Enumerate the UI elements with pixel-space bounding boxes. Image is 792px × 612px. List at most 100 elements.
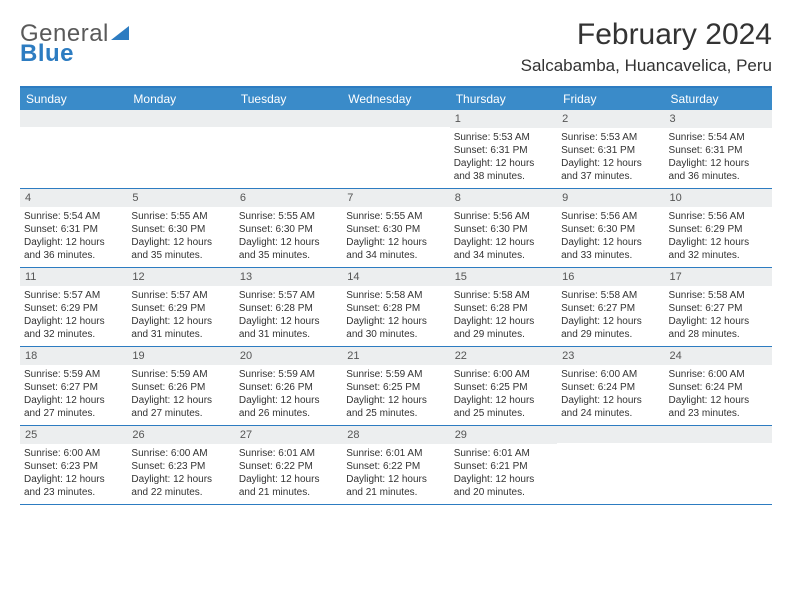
cell-body: Sunrise: 5:56 AMSunset: 6:30 PMDaylight:… [450,209,557,266]
sunset-line: Sunset: 6:31 PM [669,144,768,157]
calendar-week: 25Sunrise: 6:00 AMSunset: 6:23 PMDayligh… [20,426,772,505]
day-number: 13 [235,268,342,286]
calendar-cell [127,110,234,188]
calendar-cell: 8 Sunrise: 5:56 AMSunset: 6:30 PMDaylight… [450,189,557,267]
day-number: 25 [20,426,127,444]
daylight-line: Daylight: 12 hours and 20 minutes. [454,473,553,499]
sunrise-line: Sunrise: 5:53 AM [561,131,660,144]
cell-body: Sunrise: 5:59 AMSunset: 6:27 PMDaylight:… [20,367,127,424]
day-number: 22 [450,347,557,365]
sunset-line: Sunset: 6:26 PM [131,381,230,394]
sunrise-line: Sunrise: 5:59 AM [346,368,445,381]
calendar-cell: 22Sunrise: 6:00 AMSunset: 6:25 PMDayligh… [450,347,557,425]
calendar-cell: 24Sunrise: 6:00 AMSunset: 6:24 PMDayligh… [665,347,772,425]
day-number: 11 [20,268,127,286]
cell-body: Sunrise: 5:53 AMSunset: 6:31 PMDaylight:… [557,130,664,187]
calendar-cell: 28Sunrise: 6:01 AMSunset: 6:22 PMDayligh… [342,426,449,504]
daylight-line: Daylight: 12 hours and 35 minutes. [131,236,230,262]
day-number [235,110,342,127]
sunset-line: Sunset: 6:29 PM [669,223,768,236]
calendar-cell [557,426,664,504]
day-number: 12 [127,268,234,286]
sunset-line: Sunset: 6:24 PM [561,381,660,394]
sunrise-line: Sunrise: 5:54 AM [24,210,123,223]
day-number [342,110,449,127]
calendar-cell: 7Sunrise: 5:55 AMSunset: 6:30 PMDaylight… [342,189,449,267]
calendar-week: 4 Sunrise: 5:54 AMSunset: 6:31 PM Daylight… [20,189,772,268]
sunset-line: Sunset: 6:22 PM [239,460,338,473]
day-number: 20 [235,347,342,365]
day-number: 7 [342,189,449,207]
calendar-cell: 10Sunrise: 5:56 AMSunset: 6:29 PMDayligh… [665,189,772,267]
sunset-line: Sunset: 6:29 PM [24,302,123,315]
sunrise-line: Sunrise: 5:55 AM [346,210,445,223]
cell-body: Sunrise: 5:56 AMSunset: 6:30 PMDaylight:… [557,209,664,266]
day-number [20,110,127,127]
calendar-cell: 16Sunrise: 5:58 AMSunset: 6:27 PMDayligh… [557,268,664,346]
sunrise-line: Sunrise: 6:01 AM [239,447,338,460]
daylight-line: Daylight: 12 hours and 26 minutes. [239,394,338,420]
day-number: 21 [342,347,449,365]
day-number: 28 [342,426,449,444]
sunset-line: Sunset: 6:28 PM [239,302,338,315]
calendar-cell: 27Sunrise: 6:01 AMSunset: 6:22 PMDayligh… [235,426,342,504]
cell-body: Sunrise: 5:54 AMSunset: 6:31 PMDaylight:… [665,130,772,187]
daylight-line: Daylight: 12 hours and 32 minutes. [669,236,768,262]
sunset-line: Sunset: 6:21 PM [454,460,553,473]
daylight-line: Daylight: 12 hours and 30 minutes. [346,315,445,341]
location-subtitle: Salcabamba, Huancavelica, Peru [521,56,772,76]
day-number: 29 [450,426,557,444]
daylight-line: Daylight: 12 hours and 23 minutes. [669,394,768,420]
day-header: Saturday [665,88,772,110]
sunrise-line: Sunrise: 6:01 AM [346,447,445,460]
sunset-line: Sunset: 6:28 PM [346,302,445,315]
month-title: February 2024 [521,18,772,52]
daylight-line: Daylight: 12 hours and 36 minutes. [669,157,768,183]
sunset-line: Sunset: 6:31 PM [24,223,123,236]
daylight-line: Daylight: 12 hours and 22 minutes. [131,473,230,499]
daylight-line: Daylight: 12 hours and 27 minutes. [24,394,123,420]
calendar-cell: 26 Sunrise: 6:00 AMSunset: 6:23 PMDayligh… [127,426,234,504]
calendar-cell: 15Sunrise: 5:58 AMSunset: 6:28 PMDayligh… [450,268,557,346]
day-header: Wednesday [342,88,449,110]
day-number: 26 [127,426,234,444]
day-headers-row: SundayMondayTuesdayWednesdayThursdayFrid… [20,88,772,110]
cell-body: Sunrise: 5:58 AMSunset: 6:28 PMDaylight:… [342,288,449,345]
cell-body: Sunrise: 6:00 AMSunset: 6:23 PMDaylight:… [127,446,234,503]
sunset-line: Sunset: 6:23 PM [24,460,123,473]
calendar-cell: 25Sunrise: 6:00 AMSunset: 6:23 PMDayligh… [20,426,127,504]
cell-body: Sunrise: 6:00 AMSunset: 6:24 PMDaylight:… [557,367,664,424]
sunrise-line: Sunrise: 6:00 AM [561,368,660,381]
day-number [557,426,664,443]
day-number: 8 [450,189,557,207]
brand-logo: General Blue [20,18,129,65]
day-header: Thursday [450,88,557,110]
day-number [127,110,234,127]
daylight-line: Daylight: 12 hours and 23 minutes. [24,473,123,499]
cell-body: Sunrise: 5:57 AMSunset: 6:29 PMDaylight:… [127,288,234,345]
daylight-line: Daylight: 12 hours and 31 minutes. [239,315,338,341]
day-number: 23 [557,347,664,365]
day-number: 4 [20,189,127,207]
sunset-line: Sunset: 6:30 PM [239,223,338,236]
calendar-cell: 18Sunrise: 5:59 AMSunset: 6:27 PMDayligh… [20,347,127,425]
daylight-line: Daylight: 12 hours and 31 minutes. [131,315,230,341]
daylight-line: Daylight: 12 hours and 34 minutes. [346,236,445,262]
day-header: Monday [127,88,234,110]
daylight-line: Daylight: 12 hours and 24 minutes. [561,394,660,420]
calendar-cell: 6Sunrise: 5:55 AMSunset: 6:30 PMDaylight… [235,189,342,267]
daylight-line: Daylight: 12 hours and 21 minutes. [239,473,338,499]
day-number: 10 [665,189,772,207]
calendar-cell: 23 Sunrise: 6:00 AMSunset: 6:24 PMDayligh… [557,347,664,425]
cell-body: Sunrise: 5:55 AMSunset: 6:30 PMDaylight:… [235,209,342,266]
daylight-line: Daylight: 12 hours and 25 minutes. [454,394,553,420]
day-number: 24 [665,347,772,365]
sunrise-line: Sunrise: 5:54 AM [669,131,768,144]
sunrise-line: Sunrise: 5:56 AM [561,210,660,223]
sunrise-line: Sunrise: 5:56 AM [454,210,553,223]
day-header: Friday [557,88,664,110]
sunset-line: Sunset: 6:27 PM [24,381,123,394]
calendar-cell: 21Sunrise: 5:59 AMSunset: 6:25 PMDayligh… [342,347,449,425]
day-number: 17 [665,268,772,286]
calendar-cell [20,110,127,188]
